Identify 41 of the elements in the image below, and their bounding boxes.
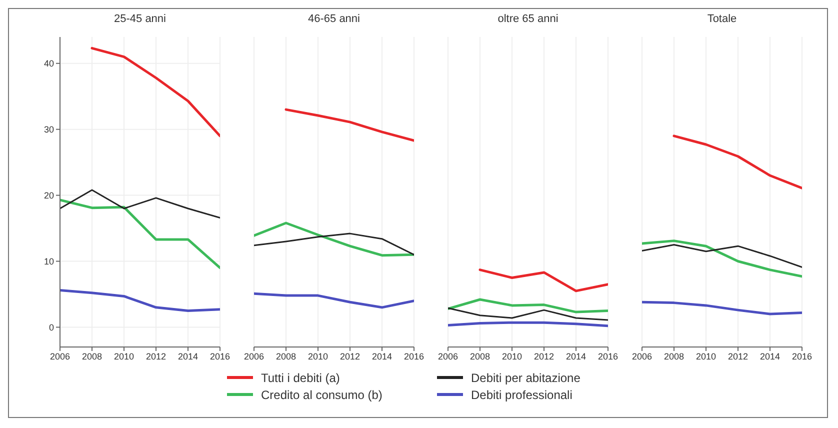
line-series [90, 46, 220, 138]
x-tick-label: 2014 [372, 351, 392, 362]
x-tick-label: 2008 [664, 351, 684, 362]
legend-label: Credito al consumo (b) [261, 388, 382, 402]
x-tick-label: 2016 [404, 351, 424, 362]
x-tick-label: 2008 [276, 351, 296, 362]
x-tick-label: 2008 [470, 351, 490, 362]
y-tick-label: 30 [44, 124, 54, 135]
line-series [60, 289, 220, 312]
x-tick-label: 2012 [728, 351, 748, 362]
x-tick-label: 2006 [438, 351, 458, 362]
y-tick-label: 40 [44, 58, 54, 69]
x-tick-label: 2014 [566, 351, 586, 362]
x-tick-label: 2016 [792, 351, 812, 362]
x-tick-label: 2012 [534, 351, 554, 362]
x-tick-label: 2016 [210, 351, 230, 362]
line-series [60, 198, 220, 270]
legend-label: Tutti i debiti (a) [261, 370, 340, 384]
x-tick-label: 2008 [82, 351, 102, 362]
x-tick-label: 2010 [502, 351, 522, 362]
x-tick-label: 2006 [50, 351, 70, 362]
chart-title: oltre 65 anni [496, 13, 560, 27]
x-tick-label: 2006 [244, 351, 264, 362]
chart-title: 25-45 anni [113, 13, 167, 27]
line-series [60, 189, 220, 218]
legend-label: Debiti per abitazione [471, 370, 580, 384]
x-tick-label: 2012 [146, 351, 166, 362]
x-tick-label: 2014 [760, 351, 780, 362]
x-tick-label: 2012 [340, 351, 360, 362]
x-tick-label: 2010 [696, 351, 716, 362]
y-tick-label: 0 [48, 322, 54, 332]
x-tick-label: 2010 [114, 351, 134, 362]
legend-label: Debiti professionali [471, 388, 572, 402]
x-tick-label: 2010 [308, 351, 328, 362]
x-tick-label: 2006 [632, 351, 652, 362]
y-tick-label: 20 [44, 190, 54, 200]
chart-title: 46-65 anni [307, 13, 361, 27]
chart-title: Totale [706, 13, 738, 27]
x-tick-label: 2014 [178, 351, 198, 362]
x-tick-label: 2016 [598, 351, 618, 362]
y-tick-label: 10 [44, 256, 54, 266]
